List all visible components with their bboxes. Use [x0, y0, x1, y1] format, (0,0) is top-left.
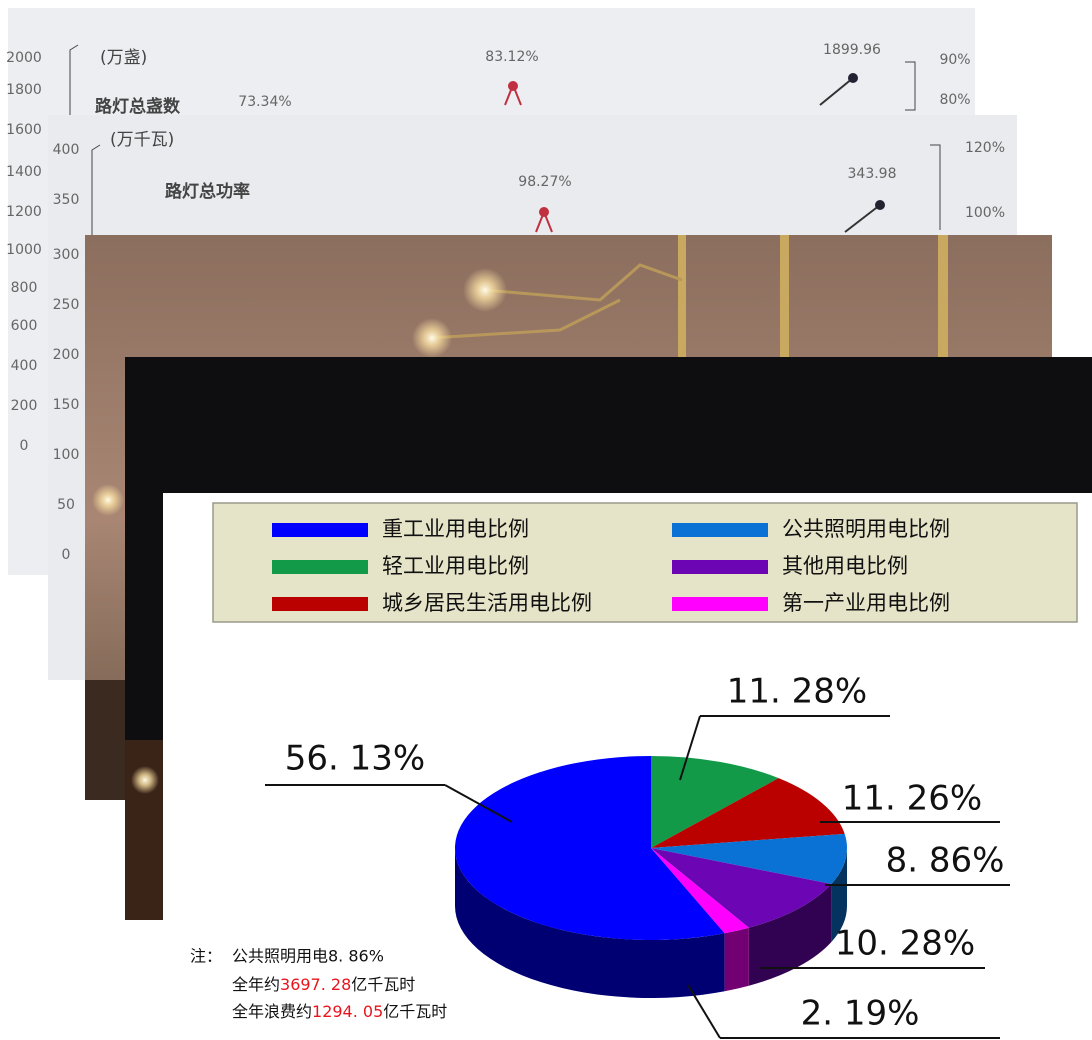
photo-decoration [91, 144, 101, 240]
value-label: 56. 13% [285, 739, 425, 779]
photo-axis-label: 50 [57, 497, 75, 513]
photo-axis-label: 0 [62, 547, 71, 563]
pie-slice [651, 778, 845, 848]
note-prefix: 注： [190, 947, 222, 966]
pie-slice [651, 833, 847, 885]
photo-label: 80% [939, 92, 970, 108]
slice-side [831, 848, 847, 943]
pie-slice [455, 756, 725, 940]
note-text: 亿千瓦时 [351, 975, 415, 994]
photo-axis-label: 1600 [6, 122, 42, 138]
photo-decoration [508, 81, 518, 91]
lamp-pole [780, 235, 789, 365]
note-line: 全年浪费约1294. 05亿千瓦时 [232, 1002, 447, 1021]
photo-axis-label: 100 [53, 447, 80, 463]
road [85, 680, 125, 800]
photo-axis-label: 800 [11, 280, 38, 296]
photo-axis-label: 1800 [6, 82, 42, 98]
photo-decoration [69, 44, 79, 120]
pie-slice [651, 756, 779, 848]
lamp-arm [429, 263, 683, 340]
photo-axis-label: 200 [53, 347, 80, 363]
leader-line [444, 784, 513, 823]
legend-swatch [672, 523, 768, 537]
value-label: 2. 19% [801, 994, 920, 1034]
note-text: 全年约 [232, 975, 280, 994]
legend-label: 重工业用电比例 [382, 517, 529, 541]
lamp-pole [938, 235, 948, 365]
legend-label: 轻工业用电比例 [382, 554, 529, 578]
photo-axis-label: 300 [53, 247, 80, 263]
pie-slice [651, 848, 749, 934]
photo-decoration [539, 207, 549, 217]
slice-side [455, 848, 725, 998]
note-line: 公共照明用电8. 86% [232, 947, 384, 966]
value-label: 11. 28% [727, 672, 867, 712]
pie-labels: 56. 13% 11. 28% 11. 26% 8. 86% 10. 28% 2. 19% [265, 672, 1010, 1039]
photo-label: 1899.96 [823, 42, 881, 58]
value-label: 11. 26% [842, 779, 982, 819]
note-text: 亿千瓦时 [383, 1002, 447, 1021]
slice-side [724, 927, 749, 992]
photo-axis-label: 150 [53, 397, 80, 413]
photo-title: 路灯总功率 [165, 181, 250, 202]
photo-label: 73.34% [238, 94, 291, 110]
photo-decoration [848, 73, 858, 83]
legend-label: 公共照明用电比例 [782, 517, 950, 541]
legend-label: 第一产业用电比例 [782, 591, 950, 615]
value-label: 8. 86% [886, 841, 1005, 881]
photo-axis-label: 1000 [6, 242, 42, 258]
photo-unit: (万千瓦) [110, 130, 174, 150]
photo-axis-label: 600 [11, 318, 38, 334]
photo-decoration [905, 61, 916, 111]
photo-label: 83.12% [485, 49, 538, 65]
pie-slice [651, 848, 832, 928]
note-number: 3697. 28 [280, 975, 351, 994]
photo-decoration [930, 144, 941, 230]
legend-label: 其他用电比例 [782, 554, 908, 578]
note-number: 1294. 05 [312, 1002, 383, 1021]
slice-side [748, 884, 832, 986]
photo-decoration [875, 200, 885, 210]
photo-axis-label: 400 [11, 358, 38, 374]
legend-swatch [272, 523, 368, 537]
legend-swatch [672, 560, 768, 574]
leader-line [687, 984, 721, 1039]
note-line: 全年约3697. 28亿千瓦时 [232, 975, 415, 994]
legend-swatch [272, 597, 368, 611]
photo-axis-label: 2000 [6, 50, 42, 66]
photo-decoration [844, 204, 881, 233]
photo-axis-label: 1200 [6, 204, 42, 220]
photo-axis-label: 200 [11, 398, 38, 414]
photo-axis-label: 350 [53, 192, 80, 208]
value-label: 10. 28% [835, 924, 975, 964]
legend-swatch [272, 560, 368, 574]
photo-label: 120% [965, 140, 1005, 156]
lamp-light [412, 318, 452, 358]
car-light [131, 766, 159, 794]
photo-axis-label: 400 [53, 142, 80, 158]
photo-label: 100% [965, 205, 1005, 221]
photo-label: 343.98 [848, 166, 897, 182]
note: 注： 公共照明用电8. 86%全年约3697. 28亿千瓦时全年浪费约1294. … [190, 947, 447, 1021]
legend-swatch [672, 597, 768, 611]
leader-line [679, 715, 701, 781]
photo-axis-label: 0 [20, 438, 29, 454]
pie [455, 756, 847, 998]
photo-axis-label: 1400 [6, 164, 42, 180]
photo-unit: (万盏) [100, 48, 147, 68]
legend-label: 城乡居民生活用电比例 [382, 591, 592, 615]
lamp-light [92, 484, 124, 516]
photo-label: 90% [939, 52, 970, 68]
photo-label: 98.27% [518, 174, 571, 190]
photo-title: 路灯总盏数 [95, 96, 181, 117]
lamp-light [463, 268, 507, 312]
photo-decoration [819, 77, 854, 106]
photo-axis-label: 250 [53, 297, 80, 313]
lamp-pole [678, 235, 686, 365]
note-text: 全年浪费约 [232, 1002, 312, 1021]
